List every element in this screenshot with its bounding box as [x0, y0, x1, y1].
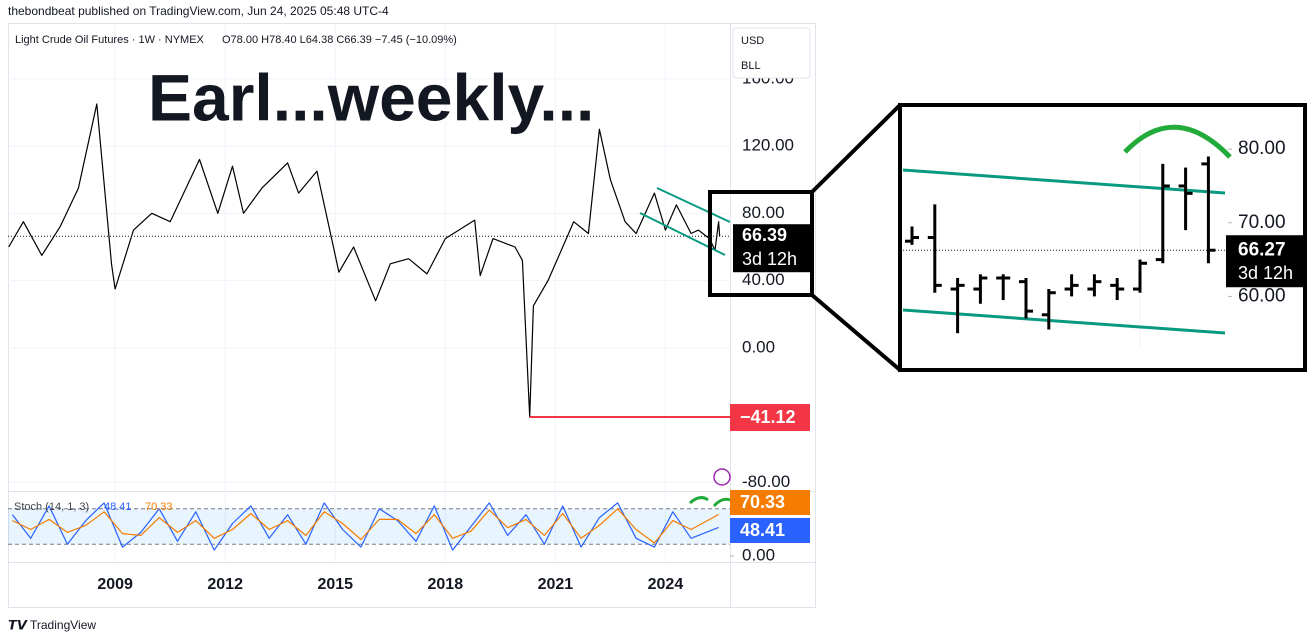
event-icon[interactable] [713, 468, 731, 486]
inset-arc [1123, 124, 1232, 159]
stoch-value-label: 48.41 [740, 520, 785, 540]
y-tick-label: 40.00 [742, 270, 785, 289]
y-tick-label: 0.00 [742, 337, 775, 356]
y-tick-label: 0.00 [742, 545, 775, 564]
low-box [730, 404, 810, 432]
publisher-line: thebondbeat published on TradingView.com… [8, 4, 389, 18]
currency[interactable]: USD [741, 35, 764, 47]
y-tick-label: 120.00 [742, 136, 794, 155]
x-tick-label: 2015 [317, 576, 353, 593]
stoch-title: Stoch (14, 1, 3) [14, 501, 89, 513]
stoch-legend-value: 48.41 [104, 501, 132, 513]
price-line [11, 502, 719, 551]
currency-box[interactable] [732, 27, 811, 79]
x-tick-label: 2024 [648, 576, 684, 593]
y-tick-label: 70.00 [1238, 212, 1286, 233]
y-tick-label: 80.00 [742, 203, 785, 222]
footer-logo: 𝙏𝙑 [8, 617, 28, 632]
countdown: 3d 12h [1238, 263, 1293, 283]
price-pane: -80.000.0040.0080.00120.00160.0020092012… [8, 24, 810, 593]
arrow-mark [712, 497, 731, 508]
x-tick-label: 2012 [207, 576, 243, 593]
inset-channel-upper [902, 168, 1226, 195]
overlay: Light Crude Oil Futures · 1W · NYMEX O78… [14, 27, 902, 513]
symbol-title: Light Crude Oil Futures · 1W · NYMEX [15, 34, 205, 46]
y-tick-label: 80.00 [1238, 138, 1286, 159]
price-line [12, 508, 719, 544]
last-price-box [733, 224, 810, 273]
stoch-legend-value: 70.33 [145, 501, 173, 513]
y-tick-label: -80.00 [742, 472, 790, 491]
stoch-pane: 0.00 70.33 70.33 48.41 48.41 [8, 490, 810, 564]
ohlc-legend: O78.00 H78.40 L64.38 C66.39 −7.45 (−10.0… [222, 34, 457, 46]
zoom-inset: 60.00 70.00 80.00 66.27 3d 12h [898, 103, 1307, 372]
stoch-value-label: 70.33 [740, 492, 785, 512]
zoom-connector [810, 293, 902, 372]
channel-upper [656, 187, 731, 223]
zoom-connector [810, 103, 902, 194]
last-price-box [1226, 235, 1305, 288]
zoom-source-box [708, 190, 814, 297]
x-tick-label: 2021 [538, 576, 574, 593]
price-line [8, 103, 721, 418]
countdown: 3d 12h [742, 249, 797, 269]
last-price-label: 66.39 [742, 225, 787, 245]
footer: 𝙏𝙑 TradingView [8, 617, 96, 632]
x-tick-label: 2018 [428, 576, 464, 593]
footer-brand: TradingView [30, 618, 96, 632]
chart-frame [8, 23, 816, 608]
annotation: Earl...weekly... [148, 60, 594, 134]
x-tick-label: 2009 [97, 576, 133, 593]
stoch-value-box [730, 490, 810, 515]
arrow-mark [688, 496, 709, 505]
last-price-label: 66.27 [1238, 239, 1286, 260]
stoch-value-box [730, 518, 810, 543]
unit[interactable]: BLL [741, 60, 761, 72]
stoch-band [8, 508, 730, 545]
low-label: −41.12 [740, 407, 796, 427]
y-tick-label: 60.00 [1238, 285, 1286, 306]
